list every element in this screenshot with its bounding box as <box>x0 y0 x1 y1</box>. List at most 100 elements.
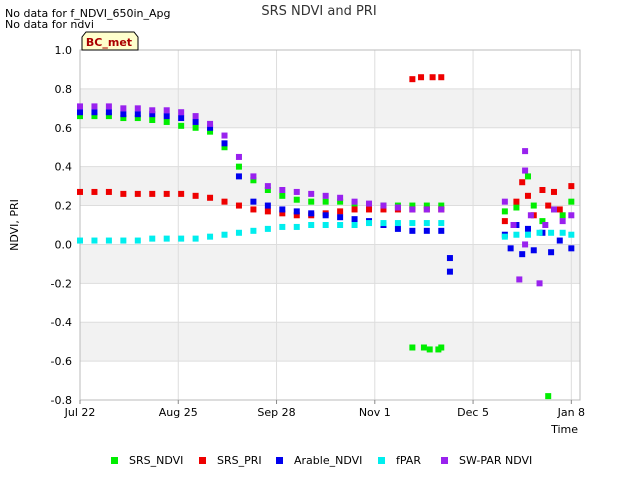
legend-swatch-srs-pri <box>199 457 206 464</box>
data-point-srs-pri <box>192 192 199 199</box>
data-point-srs-pri <box>221 198 228 205</box>
data-point-fpar <box>178 235 185 242</box>
data-point-arable-ndvi <box>519 251 526 258</box>
data-point-sw-par-ndvi <box>536 280 543 287</box>
data-point-sw-par-ndvi <box>308 190 315 197</box>
data-point-arable-ndvi <box>120 111 127 118</box>
data-point-srs-pri <box>550 188 557 195</box>
data-point-fpar <box>105 237 112 244</box>
data-point-srs-ndvi <box>530 202 537 209</box>
data-point-fpar <box>548 229 555 236</box>
x-tick-label: Jan 8 <box>557 406 585 419</box>
data-point-sw-par-ndvi <box>542 222 549 228</box>
data-point-fpar <box>366 220 373 227</box>
data-point-srs-pri <box>351 206 358 213</box>
data-point-sw-par-ndvi <box>178 109 185 116</box>
data-point-srs-ndvi <box>163 118 170 125</box>
data-point-arable-ndvi <box>235 173 242 180</box>
data-point-arable-ndvi <box>409 227 416 234</box>
data-point-arable-ndvi <box>308 210 315 217</box>
legend-swatch-fpar <box>378 457 385 464</box>
data-point-fpar <box>308 222 315 228</box>
data-point-arable-ndvi <box>163 113 170 120</box>
data-point-arable-ndvi <box>507 245 514 252</box>
legend-swatch-arable-ndvi <box>276 457 283 464</box>
badge-label: BC_met <box>86 36 132 49</box>
data-point-sw-par-ndvi <box>516 276 523 283</box>
data-point-arable-ndvi <box>178 115 185 122</box>
data-point-sw-par-ndvi <box>394 204 401 211</box>
data-points <box>77 74 575 400</box>
data-point-sw-par-ndvi <box>207 120 214 127</box>
data-point-sw-par-ndvi <box>235 153 242 160</box>
y-tick-label: 1.0 <box>55 44 73 57</box>
data-point-srs-ndvi <box>149 117 156 123</box>
data-point-arable-ndvi <box>279 206 286 213</box>
data-point-srs-ndvi <box>322 198 329 205</box>
data-point-sw-par-ndvi <box>134 105 141 112</box>
data-point-sw-par-ndvi <box>77 103 83 110</box>
data-point-srs-pri <box>207 194 214 201</box>
data-point-sw-par-ndvi <box>522 241 529 248</box>
data-point-srs-pri <box>149 190 156 197</box>
data-point-srs-ndvi <box>524 173 531 180</box>
data-point-srs-ndvi <box>279 192 286 199</box>
data-point-sw-par-ndvi <box>293 188 300 195</box>
data-point-arable-ndvi <box>394 225 401 232</box>
data-point-arable-ndvi <box>556 237 563 244</box>
legend-label-srs-pri: SRS_PRI <box>217 454 262 467</box>
data-point-fpar <box>380 220 387 227</box>
data-point-arable-ndvi <box>530 247 537 254</box>
data-point-arable-ndvi <box>548 249 555 256</box>
data-point-fpar <box>438 220 445 227</box>
data-point-fpar <box>207 233 214 240</box>
data-point-fpar <box>250 227 257 234</box>
data-point-srs-pri <box>429 74 436 81</box>
data-point-sw-par-ndvi <box>423 206 430 213</box>
data-point-srs-ndvi <box>513 204 520 211</box>
x-axis-title: Time <box>550 423 578 436</box>
data-point-sw-par-ndvi <box>438 206 445 213</box>
x-tick-label: Nov 1 <box>359 406 391 419</box>
data-point-srs-pri <box>501 218 508 225</box>
data-point-arable-ndvi <box>322 212 329 219</box>
no-data-note-2: No data for ndvi <box>5 18 94 31</box>
data-point-srs-pri <box>545 202 552 209</box>
data-point-arable-ndvi <box>337 214 344 221</box>
data-point-arable-ndvi <box>77 109 83 116</box>
data-point-sw-par-ndvi <box>337 194 344 201</box>
data-point-sw-par-ndvi <box>501 198 508 205</box>
data-point-fpar <box>77 237 83 244</box>
data-point-sw-par-ndvi <box>221 132 228 139</box>
data-point-arable-ndvi <box>446 268 453 275</box>
y-tick-label: 0.2 <box>55 200 73 213</box>
grid-bands <box>80 88 580 362</box>
data-point-sw-par-ndvi <box>559 218 566 225</box>
data-point-fpar <box>134 237 141 244</box>
data-point-srs-ndvi <box>178 122 185 129</box>
legend-swatch-srs-ndvi <box>111 457 118 464</box>
data-point-srs-pri <box>519 179 526 186</box>
data-point-srs-pri <box>163 190 170 197</box>
data-point-sw-par-ndvi <box>380 202 387 209</box>
data-point-sw-par-ndvi <box>322 192 329 199</box>
data-point-srs-ndvi <box>409 344 416 351</box>
data-point-srs-pri <box>250 206 257 213</box>
data-point-srs-pri <box>524 192 531 199</box>
data-point-sw-par-ndvi <box>510 222 517 228</box>
data-point-srs-ndvi <box>235 163 242 170</box>
chart-title: SRS NDVI and PRI <box>261 4 376 19</box>
grid-band <box>80 88 580 128</box>
data-point-srs-ndvi <box>221 144 228 151</box>
data-point-srs-ndvi <box>501 208 508 215</box>
data-point-srs-pri <box>409 76 416 83</box>
data-point-arable-ndvi <box>568 245 575 252</box>
data-point-fpar <box>149 235 156 242</box>
legend-label-srs-ndvi: SRS_NDVI <box>129 454 183 467</box>
data-point-sw-par-ndvi <box>568 212 575 219</box>
data-point-srs-ndvi <box>438 344 445 351</box>
x-tick-label: Dec 5 <box>457 406 489 419</box>
data-point-fpar <box>192 235 199 242</box>
data-point-srs-ndvi <box>426 346 433 353</box>
